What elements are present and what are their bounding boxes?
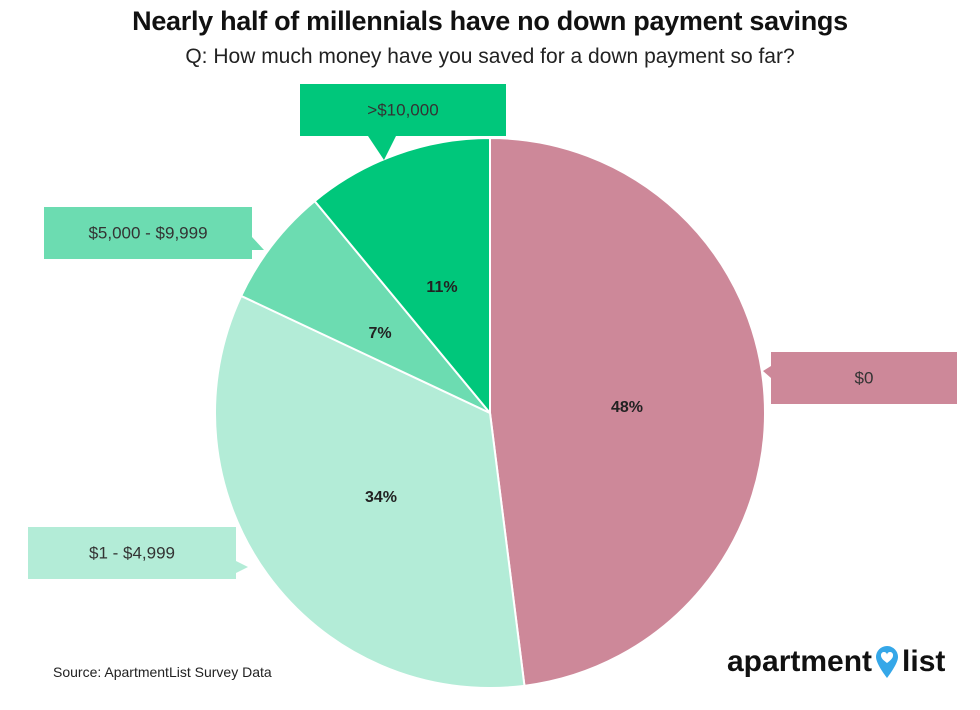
slice-value-label: 11%: [426, 279, 457, 296]
slice-callout: $5,000 - $9,999: [44, 207, 264, 259]
chart-title: Nearly half of millennials have no down …: [132, 6, 848, 36]
slice-category-label: $1 - $4,999: [89, 543, 175, 562]
callout-pointer: [368, 136, 396, 160]
callout-pointer: [236, 561, 248, 573]
logo-word-apartment: apartment: [727, 645, 873, 678]
pie-slice: [313, 136, 491, 416]
callout-box: [300, 84, 506, 136]
slice-category-label: >$10,000: [367, 100, 438, 119]
callout-box: [28, 527, 236, 579]
logo-word-list: list: [902, 645, 946, 678]
map-pin-heart-icon: [876, 646, 899, 678]
apartment-list-logo: apartment list: [727, 645, 945, 679]
slice-value-label: 48%: [611, 399, 643, 416]
callout-pointer: [250, 237, 264, 250]
slice-category-label: $5,000 - $9,999: [88, 223, 207, 242]
slice-callout: $1 - $4,999: [28, 527, 248, 579]
slice-category-label: $0: [855, 368, 874, 387]
callout-pointer: [763, 366, 771, 378]
pie-slice: [489, 136, 766, 687]
callout-box: [771, 352, 957, 404]
slice-value-label: 34%: [365, 489, 397, 506]
chart-subtitle: Q: How much money have you saved for a d…: [185, 45, 795, 68]
slice-callout: >$10,000: [300, 84, 506, 160]
callout-box: [44, 207, 252, 259]
source-note: Source: ApartmentList Survey Data: [53, 664, 272, 680]
slice-callout: $0: [763, 352, 957, 404]
slice-value-label: 7%: [368, 325, 391, 342]
pie-slice: [239, 199, 491, 414]
